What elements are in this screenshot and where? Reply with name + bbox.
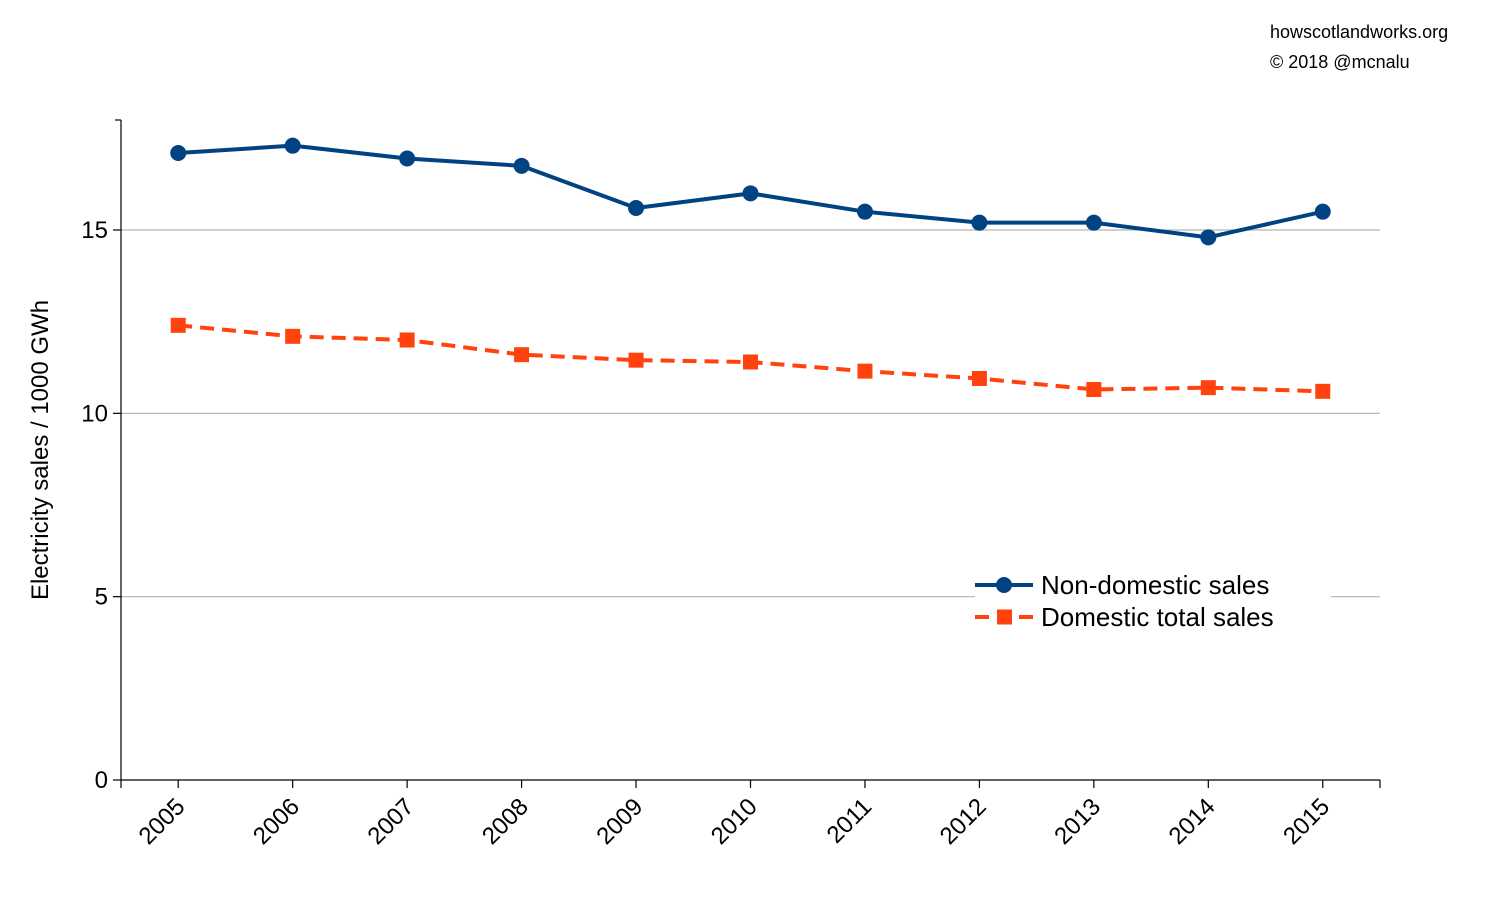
data-point-0-2014 [1200,229,1217,246]
legend-label-0: Non-domestic sales [1041,570,1269,600]
data-point-0-2007 [399,150,416,167]
data-point-0-2009 [628,200,645,216]
data-point-1-2006 [285,328,301,344]
data-point-0-2012 [971,214,988,231]
gridlines [121,229,1380,598]
x-tick-label-2011: 2011 [822,793,878,849]
data-point-1-2013 [1086,382,1102,397]
data-point-1-2005 [170,317,186,333]
x-tick-label-2006: 2006 [248,793,305,850]
data-point-0-2010 [742,185,759,202]
data-point-1-2009 [628,352,644,368]
legend-background [975,568,1331,638]
data-point-1-2007 [399,332,415,348]
data-point-0-2011 [856,203,873,220]
x-tick-label-2007: 2007 [363,793,420,850]
series-group [170,137,1331,399]
y-axis-title: Electricity sales / 1000 GWh [27,300,54,600]
credit-site: howscotlandworks.org [1270,22,1449,42]
x-tick-label-2008: 2008 [477,793,534,850]
data-point-1-2011 [857,363,873,379]
legend-label-1: Domestic total sales [1041,602,1274,632]
x-tick-label-2012: 2012 [935,793,992,850]
x-tick-label-2009: 2009 [591,793,648,850]
data-point-1-2014 [1200,380,1216,396]
x-tick-label-2010: 2010 [706,793,763,850]
data-point-0-2015 [1314,203,1331,220]
data-point-0-2008 [513,157,530,174]
data-point-0-2005 [170,145,187,161]
data-point-1-2010 [743,354,758,370]
x-tick-label-2015: 2015 [1278,793,1335,850]
data-point-1-2008 [514,347,530,363]
legend-marker-1 [997,609,1012,625]
data-point-1-2012 [971,371,987,386]
data-point-1-2015 [1315,383,1331,399]
x-tick-label-2005: 2005 [134,793,191,850]
y-tick-label-15: 15 [81,217,108,244]
legend-marker-0 [996,577,1012,593]
x-tick-label-2013: 2013 [1049,793,1106,850]
data-point-0-2006 [284,137,301,154]
data-point-0-2013 [1085,214,1102,231]
y-tick-label-0: 0 [95,767,108,794]
y-tick-label-5: 5 [95,584,108,611]
x-tick-label-2014: 2014 [1164,793,1221,850]
y-tick-label-10: 10 [81,400,108,427]
credit-copyright: © 2018 @mcnalu [1270,52,1410,72]
